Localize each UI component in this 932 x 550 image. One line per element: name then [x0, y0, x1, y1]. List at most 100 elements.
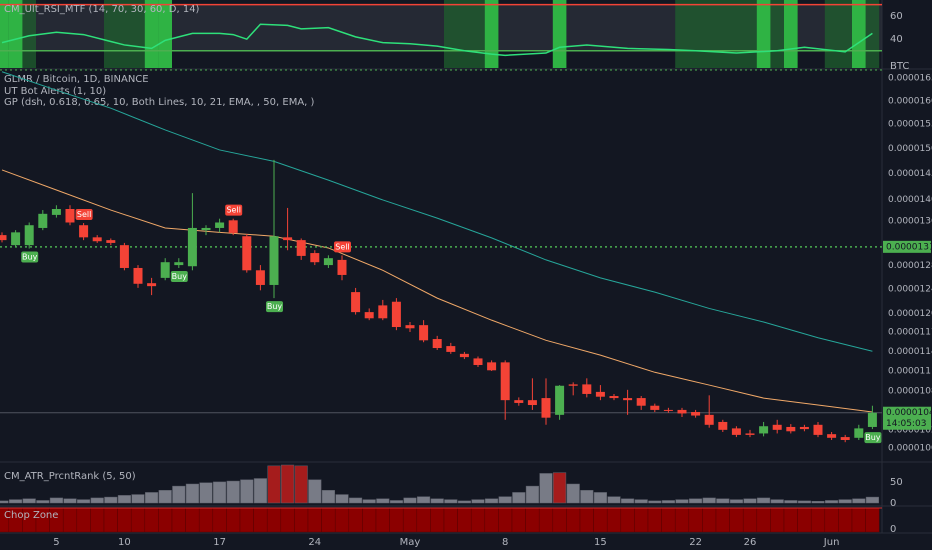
candle-body [595, 391, 605, 397]
candle-body [691, 412, 701, 416]
chop-bar [185, 507, 200, 533]
candle-body [79, 225, 89, 238]
chop-bar [511, 507, 526, 533]
candle-body [201, 227, 211, 231]
atr-bar [689, 498, 703, 504]
candle-body [568, 384, 578, 386]
signal-label-box [334, 241, 351, 253]
atr-bar [49, 497, 63, 504]
atr-bar [743, 498, 757, 504]
chop-bar [457, 507, 472, 533]
signal-zone [675, 0, 798, 68]
chop-bar [606, 507, 622, 533]
chop-bar [647, 507, 662, 533]
x-tick-label: Jun [823, 537, 840, 548]
chop-bar [348, 507, 363, 533]
signal-label: Sell [335, 242, 349, 251]
y-tick-label: 0.00001110 [888, 366, 932, 376]
candle-body [0, 235, 7, 241]
chop-bar [280, 507, 295, 533]
y-tick-label: 0.00001600 [888, 96, 932, 106]
candle-body [51, 208, 61, 215]
candle-body [473, 358, 483, 365]
atr-bar [729, 499, 743, 504]
candle-body [759, 426, 769, 434]
chop-bar [770, 507, 785, 533]
atr-bar [757, 497, 771, 504]
atr-bar [199, 482, 213, 504]
x-tick-label: 5 [53, 537, 59, 548]
candle-body [677, 409, 687, 414]
atr-bar [267, 465, 281, 504]
candle-body [663, 409, 673, 411]
x-tick-label: 15 [594, 537, 607, 548]
atr-bar [158, 490, 172, 504]
candle-body [432, 339, 442, 349]
candle-body [378, 305, 388, 319]
candle-body [487, 362, 497, 371]
atr-bar [498, 496, 512, 504]
x-tick-label: 24 [308, 537, 321, 548]
chop-bar [838, 507, 853, 533]
chop-bar [525, 507, 540, 533]
price-line-label: 0.00001313 [886, 242, 932, 252]
chop-bar [824, 507, 839, 533]
atr-bar [185, 483, 199, 504]
candle-body [609, 396, 619, 399]
moving-average-line [1, 169, 873, 413]
y-tick-label: 50 [890, 477, 903, 488]
atr-bar [865, 496, 879, 504]
signal-label-box [864, 432, 882, 444]
indicator-label: UT Bot Alerts (1, 10) [4, 86, 106, 97]
chop-bar [702, 507, 717, 533]
candle-body [446, 346, 456, 352]
candle-body [296, 240, 306, 256]
signal-bar [852, 0, 866, 68]
candle-body [133, 267, 143, 284]
atr-bar [294, 465, 308, 504]
y-tick-label: 0.00001650 [888, 74, 932, 84]
chop-bar [76, 507, 91, 533]
y-tick-label: 0.00001200 [888, 309, 932, 319]
chop-bar [171, 507, 186, 533]
candle-body [704, 414, 714, 425]
atr-bar [661, 500, 675, 504]
chop-bar [729, 507, 744, 533]
currency-label: BTC [890, 61, 909, 72]
atr-bar [145, 492, 159, 504]
candle-body [242, 236, 252, 271]
candle-body [92, 237, 102, 242]
atr-bar [838, 499, 852, 504]
atr-bar [281, 464, 295, 504]
candle-body [364, 312, 374, 319]
chop-bar [674, 507, 690, 533]
candle-body [745, 433, 755, 435]
atr-bar [444, 499, 458, 504]
y-tick-label: 0.00001360 [888, 216, 932, 226]
atr-bar [607, 496, 621, 504]
last-price-box [883, 406, 931, 430]
signal-bar [756, 0, 771, 68]
atr-bar [797, 500, 811, 504]
candle-body [731, 428, 741, 435]
chop-bar [62, 507, 78, 533]
chop-bar [334, 507, 350, 533]
atr-bar [566, 483, 580, 504]
chop-bar [756, 507, 771, 533]
chop-bar [634, 507, 649, 533]
chop-bar [470, 507, 486, 533]
chop-bar [198, 507, 214, 533]
chop-bar [416, 507, 431, 533]
indicator-label: GP (dsh, 0.618, 0.65, 10, Both Lines, 10… [4, 97, 315, 108]
chop-bar [362, 507, 377, 533]
atr-bar [376, 498, 390, 504]
atr-bar [63, 498, 77, 504]
chop-bar [430, 507, 445, 533]
signal-label-box [266, 301, 283, 313]
chop-bar [783, 507, 798, 533]
atr-bar [430, 498, 444, 504]
signal-label: Buy [22, 253, 38, 262]
candle-body [813, 424, 823, 435]
candle-body [351, 292, 361, 313]
